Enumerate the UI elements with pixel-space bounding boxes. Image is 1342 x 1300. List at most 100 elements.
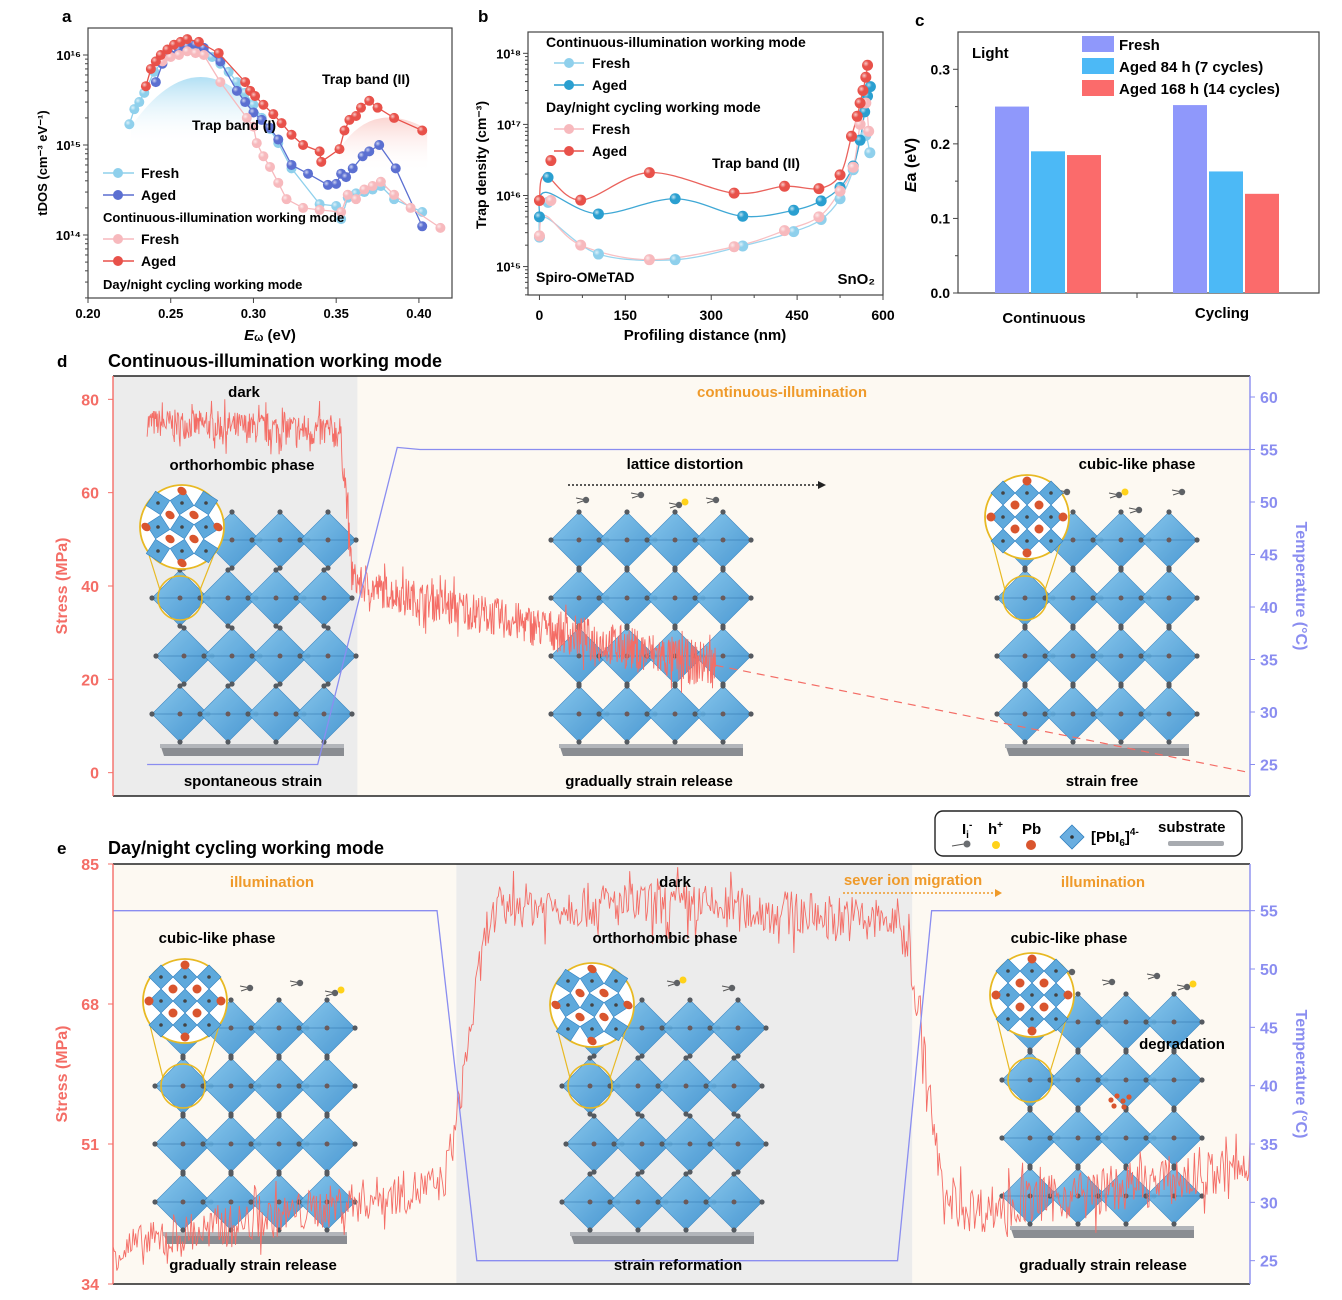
- a-site-cation: [575, 988, 585, 998]
- pb-center: [1075, 1077, 1081, 1083]
- label-cubic-like-phase-right: cubic-like phase: [1011, 930, 1128, 947]
- axes-b: 0 150 300 450 600 10¹⁸ 10¹⁷ 10¹⁶ 10¹⁵: [496, 46, 895, 323]
- data-point-highlight: [303, 168, 314, 179]
- data-point-highlight: [834, 185, 846, 197]
- panel-label-d: d: [57, 352, 67, 371]
- iodide-vertex: [1070, 565, 1076, 571]
- data-point-highlight: [405, 202, 416, 213]
- iodide-vertex: [1118, 509, 1124, 515]
- iodide-vertex: [249, 653, 255, 659]
- annotation-trap-band-1: Trap band (I): [192, 117, 276, 133]
- zoom-pb: [207, 975, 211, 979]
- y-label-sub: a: [903, 172, 920, 181]
- data-point-highlight: [813, 211, 825, 223]
- legend-group-title-b: Continuous-illumination working mode: [546, 34, 806, 50]
- hole: [1121, 488, 1129, 496]
- legend-group-title-b: Day/night cycling working mode: [546, 99, 761, 115]
- iodide-vertex: [1194, 595, 1200, 601]
- labels-e: illumination dark sever ion migration illum…: [159, 872, 1225, 1274]
- iodide-vertex: [276, 997, 282, 1003]
- iodide-vertex: [229, 625, 235, 631]
- iodide-vertex: [672, 509, 678, 515]
- data-point-highlight: [542, 171, 554, 183]
- zoom-pb: [183, 999, 187, 1003]
- x-tick-label-b: 600: [871, 307, 895, 323]
- iodide-vertex: [1194, 537, 1200, 543]
- data-point-highlight: [860, 71, 872, 83]
- iodide-vertex: [707, 1141, 713, 1147]
- a-site-cation: [189, 510, 199, 520]
- data-point-highlight: [356, 102, 366, 113]
- zoom-pb: [566, 979, 570, 983]
- bar-c: [1245, 193, 1279, 293]
- iodide-interstitial: [1135, 506, 1143, 514]
- pb-center: [576, 595, 582, 601]
- label-sever-ion-migration: sever ion migration: [844, 872, 982, 889]
- iodide-vertex: [1123, 991, 1129, 997]
- iodide-vertex: [296, 1083, 302, 1089]
- iodide-interstitial: [1183, 983, 1191, 991]
- zoom-source-circle: [567, 1063, 613, 1109]
- pb-center: [591, 1141, 597, 1147]
- zoom-pb: [1054, 969, 1058, 973]
- iodide-vertex: [1199, 1019, 1205, 1025]
- iodide-vertex: [639, 1053, 645, 1059]
- zoom-pb: [159, 999, 163, 1003]
- y-tick-label-left: 60: [81, 486, 99, 503]
- iodide-vertex: [177, 683, 183, 689]
- iodide-vertex: [181, 625, 187, 631]
- data-point-highlight: [347, 163, 358, 174]
- iodide-vertex: [229, 565, 235, 571]
- legend-label-hole: h+: [988, 820, 1003, 838]
- iodide-vertex: [177, 623, 183, 629]
- iodide-vertex: [1027, 1105, 1033, 1111]
- y-tick-label-right: 25: [1260, 758, 1278, 775]
- y-tick-label-left: 0: [90, 766, 99, 783]
- y-tick-label-c: 0.0: [931, 285, 951, 301]
- iodide-vertex: [200, 1199, 206, 1205]
- iodide-vertex: [1199, 1135, 1205, 1141]
- iodide-vertex: [994, 711, 1000, 717]
- iodide-vertex: [1090, 653, 1096, 659]
- iodide-vertex: [1143, 1193, 1149, 1199]
- iodide-vertex: [1118, 739, 1124, 745]
- iodide-vertex: [735, 997, 741, 1003]
- pb-center: [325, 537, 331, 543]
- pb-center: [1123, 1019, 1129, 1025]
- data-point-highlight: [417, 125, 428, 136]
- iodide-vertex: [1075, 1163, 1081, 1169]
- iodide-vertex: [1095, 1077, 1101, 1083]
- pb-center: [731, 1083, 737, 1089]
- label-orthorhombic-phase: orthorhombic phase: [592, 930, 737, 947]
- data-point-highlight: [268, 109, 279, 120]
- iodide-vertex: [296, 1025, 302, 1031]
- pb-center: [273, 595, 279, 601]
- pb-center: [672, 595, 678, 601]
- data-point-highlight: [351, 194, 362, 205]
- iodide-vertex: [672, 565, 678, 571]
- perovskite-lattice-illustration: [984, 474, 1200, 756]
- legend-label-c: Aged 168 h (14 cycles): [1119, 81, 1280, 98]
- data-point-highlight: [248, 99, 259, 110]
- y-tick-label-c: 0.3: [931, 61, 951, 77]
- data-point-highlight: [533, 230, 545, 242]
- pb-center: [1123, 1135, 1129, 1141]
- data-point-highlight: [336, 214, 347, 225]
- iodide-vertex: [197, 711, 203, 717]
- y-axis-label-b: Trap density (cm⁻³): [473, 101, 489, 229]
- iodide-vertex: [591, 1169, 597, 1175]
- perovskite-lattice-illustration: [549, 962, 769, 1244]
- traces-e: [112, 867, 1251, 1271]
- data-point-highlight: [314, 146, 325, 157]
- pb-center: [1123, 1077, 1129, 1083]
- iodide-vertex: [245, 595, 251, 601]
- y-tick-label-a: 10¹⁶: [56, 48, 81, 63]
- iodide-vertex: [999, 1077, 1005, 1083]
- y-tick-label-right: 55: [1260, 904, 1278, 921]
- data-point-highlight: [339, 125, 350, 136]
- data-point-highlight: [165, 52, 176, 63]
- pb-center: [1166, 653, 1172, 659]
- x-tick-label-b: 300: [700, 307, 724, 323]
- iodide-vertex: [624, 739, 630, 745]
- data-point-highlight: [140, 81, 151, 92]
